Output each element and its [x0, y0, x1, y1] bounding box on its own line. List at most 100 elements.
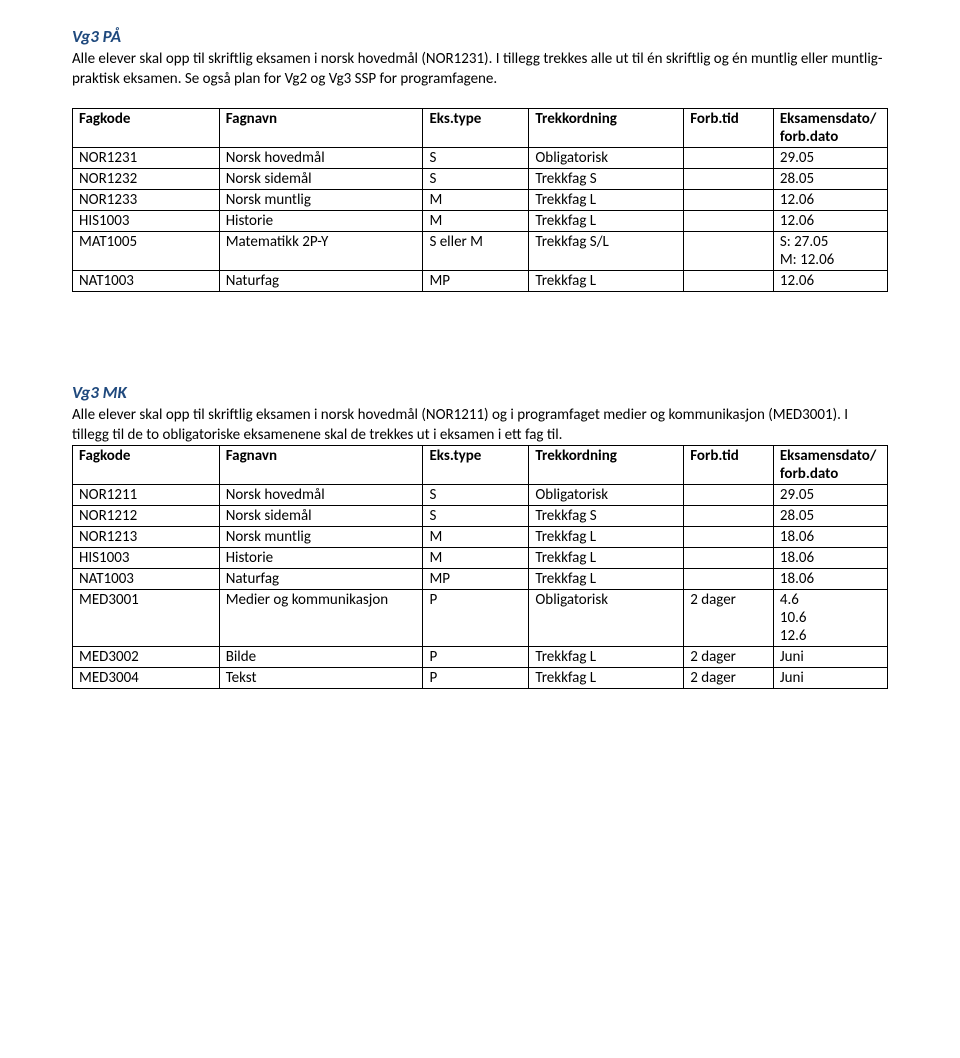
- cell-dato: 28.05: [773, 506, 887, 527]
- cell-trekk: Obligatorisk: [529, 590, 684, 647]
- table-row: NOR1233Norsk muntligMTrekkfag L12.06: [73, 189, 888, 210]
- table-row: NAT1003NaturfagMPTrekkfag L 18.06: [73, 569, 888, 590]
- cell-dato: S: 27.05M: 12.06: [773, 231, 887, 270]
- table-row: NOR1212Norsk sidemålSTrekkfag S 28.05: [73, 506, 888, 527]
- cell-ekstype: S: [423, 147, 529, 168]
- col-header-ekstype: Eks.type: [423, 446, 529, 485]
- col-header-ekstype: Eks.type: [423, 108, 529, 147]
- exam-table-vg3-mk: Fagkode Fagnavn Eks.type Trekkordning Fo…: [72, 445, 888, 689]
- cell-trekk: Trekkfag S/L: [529, 231, 684, 270]
- table-row: MAT1005Matematikk 2P-YS eller MTrekkfag …: [73, 231, 888, 270]
- cell-fagnavn: Naturfag: [219, 270, 423, 291]
- cell-fagkode: NAT1003: [73, 270, 220, 291]
- cell-fagnavn: Norsk sidemål: [219, 506, 423, 527]
- cell-dato: Juni: [773, 668, 887, 689]
- cell-fagkode: NAT1003: [73, 569, 220, 590]
- cell-trekk: Trekkfag L: [529, 527, 684, 548]
- table-row: MED3002BildePTrekkfag L2 dagerJuni: [73, 647, 888, 668]
- cell-forbtid: [684, 168, 774, 189]
- cell-fagnavn: Historie: [219, 210, 423, 231]
- cell-fagkode: MED3002: [73, 647, 220, 668]
- cell-fagkode: MAT1005: [73, 231, 220, 270]
- cell-fagnavn: Historie: [219, 548, 423, 569]
- table-row: NOR1231Norsk hovedmålSObligatorisk29.05: [73, 147, 888, 168]
- cell-ekstype: M: [423, 210, 529, 231]
- cell-forbtid: [684, 231, 774, 270]
- cell-fagkode: NOR1212: [73, 506, 220, 527]
- cell-dato: 18.06: [773, 569, 887, 590]
- cell-fagnavn: Bilde: [219, 647, 423, 668]
- cell-dato: 18.06: [773, 548, 887, 569]
- cell-fagkode: MED3001: [73, 590, 220, 647]
- cell-fagkode: MED3004: [73, 668, 220, 689]
- cell-ekstype: S: [423, 506, 529, 527]
- dato-header-line2: forb.dato: [780, 465, 838, 483]
- cell-forbtid: [684, 569, 774, 590]
- cell-ekstype: M: [423, 548, 529, 569]
- section-vg3-mk: Vg3 MK Alle elever skal opp til skriftli…: [72, 382, 888, 690]
- cell-forbtid: [684, 485, 774, 506]
- cell-forbtid: [684, 270, 774, 291]
- cell-trekk: Obligatorisk: [529, 485, 684, 506]
- table-row: NOR1232Norsk sidemålSTrekkfag S28.05: [73, 168, 888, 189]
- section-vg3-pa: Vg3 PÅ Alle elever skal opp til skriftli…: [72, 26, 888, 292]
- cell-forbtid: [684, 506, 774, 527]
- cell-fagnavn: Matematikk 2P-Y: [219, 231, 423, 270]
- cell-trekk: Trekkfag S: [529, 168, 684, 189]
- col-header-dato: Eksamensdato/ forb.dato: [773, 446, 887, 485]
- section-title: Vg3 MK: [72, 382, 888, 403]
- cell-trekk: Trekkfag L: [529, 569, 684, 590]
- cell-fagkode: NOR1233: [73, 189, 220, 210]
- cell-dato: 4.610.612.6: [773, 590, 887, 647]
- cell-ekstype: S: [423, 485, 529, 506]
- table-row: NOR1213Norsk muntligMTrekkfag L18.06: [73, 527, 888, 548]
- cell-dato: 12.06: [773, 189, 887, 210]
- cell-fagkode: NOR1211: [73, 485, 220, 506]
- cell-forbtid: [684, 527, 774, 548]
- cell-fagkode: HIS1003: [73, 210, 220, 231]
- col-header-trekkordning: Trekkordning: [529, 108, 684, 147]
- col-header-fagkode: Fagkode: [73, 446, 220, 485]
- cell-trekk: Trekkfag L: [529, 189, 684, 210]
- col-header-forbtid: Forb.tid: [684, 446, 774, 485]
- col-header-trekkordning: Trekkordning: [529, 446, 684, 485]
- cell-trekk: Trekkfag S: [529, 506, 684, 527]
- table-row: HIS1003HistorieMTrekkfag L18.06: [73, 548, 888, 569]
- cell-fagnavn: Norsk sidemål: [219, 168, 423, 189]
- cell-fagnavn: Tekst: [219, 668, 423, 689]
- col-header-dato: Eksamensdato/ forb.dato: [773, 108, 887, 147]
- cell-dato: 12.06: [773, 270, 887, 291]
- cell-fagnavn: Naturfag: [219, 569, 423, 590]
- cell-dato: 12.06: [773, 210, 887, 231]
- table-row: NOR1211Norsk hovedmålSObligatorisk29.05: [73, 485, 888, 506]
- cell-forbtid: [684, 147, 774, 168]
- cell-fagkode: HIS1003: [73, 548, 220, 569]
- table-header-row: Fagkode Fagnavn Eks.type Trekkordning Fo…: [73, 446, 888, 485]
- cell-dato: Juni: [773, 647, 887, 668]
- dato-header-line1: Eksamensdato/: [780, 110, 876, 128]
- cell-ekstype: P: [423, 647, 529, 668]
- section-title: Vg3 PÅ: [72, 26, 888, 47]
- cell-dato: 29.05: [773, 485, 887, 506]
- cell-ekstype: P: [423, 668, 529, 689]
- cell-fagnavn: Norsk muntlig: [219, 189, 423, 210]
- col-header-fagnavn: Fagnavn: [219, 108, 423, 147]
- cell-fagkode: NOR1213: [73, 527, 220, 548]
- cell-dato: 28.05: [773, 168, 887, 189]
- cell-fagnavn: Norsk hovedmål: [219, 147, 423, 168]
- cell-trekk: Obligatorisk: [529, 147, 684, 168]
- cell-ekstype: S eller M: [423, 231, 529, 270]
- cell-trekk: Trekkfag L: [529, 647, 684, 668]
- cell-ekstype: MP: [423, 569, 529, 590]
- col-header-fagnavn: Fagnavn: [219, 446, 423, 485]
- col-header-fagkode: Fagkode: [73, 108, 220, 147]
- table-row: NAT1003NaturfagMPTrekkfag L12.06: [73, 270, 888, 291]
- cell-ekstype: MP: [423, 270, 529, 291]
- cell-fagkode: NOR1232: [73, 168, 220, 189]
- cell-forbtid: [684, 189, 774, 210]
- cell-trekk: Trekkfag L: [529, 668, 684, 689]
- table-row: MED3004TekstPTrekkfag L2 dagerJuni: [73, 668, 888, 689]
- cell-fagnavn: Norsk muntlig: [219, 527, 423, 548]
- col-header-forbtid: Forb.tid: [684, 108, 774, 147]
- dato-header-line1: Eksamensdato/: [780, 447, 876, 465]
